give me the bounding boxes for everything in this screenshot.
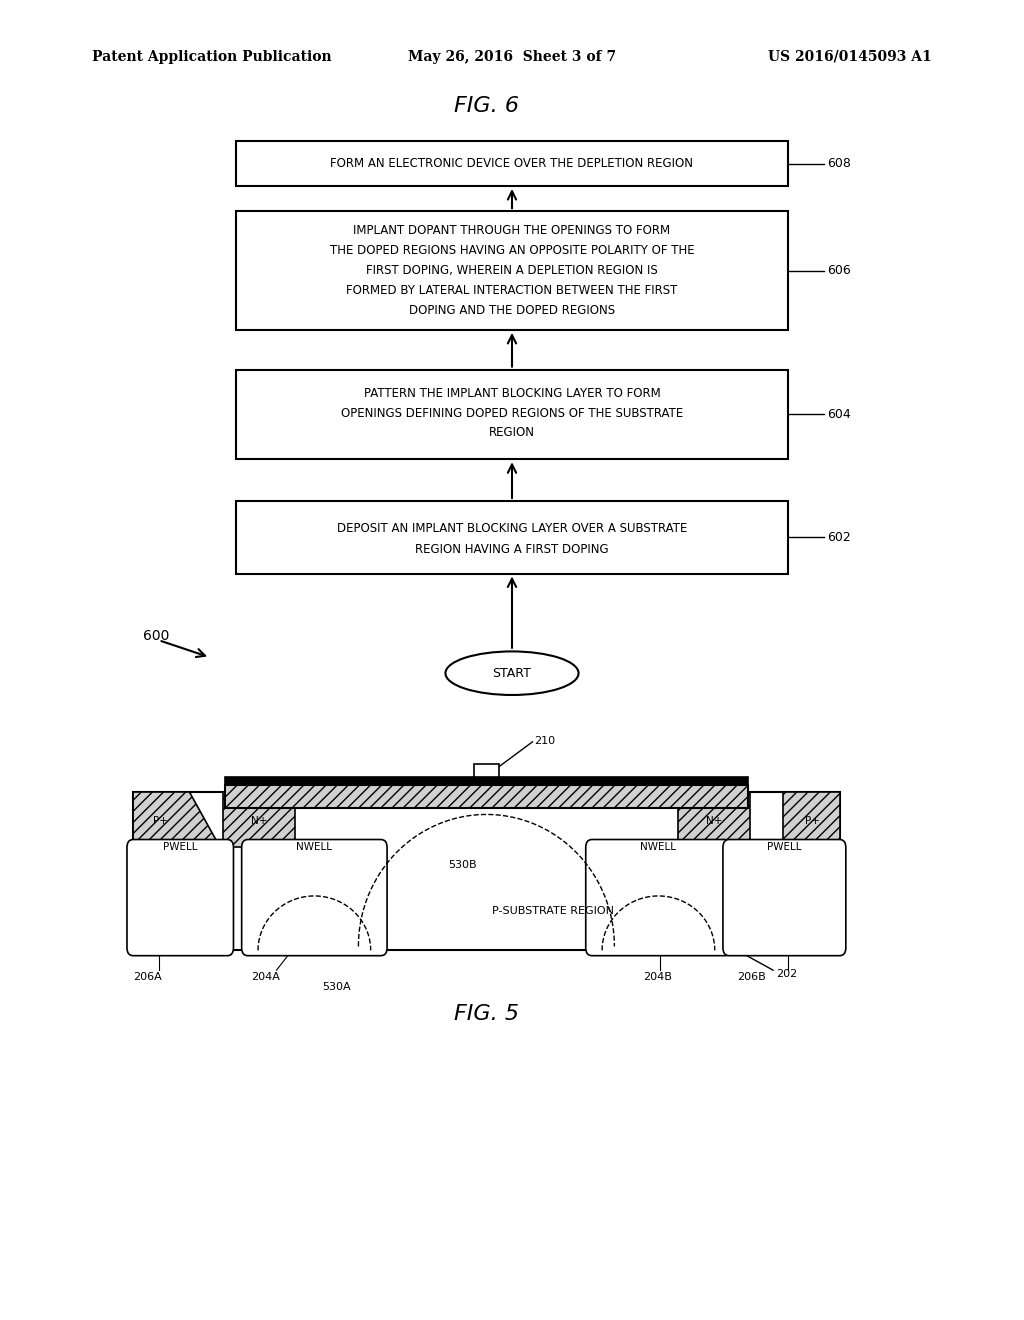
Text: 600: 600 bbox=[143, 630, 170, 643]
Ellipse shape bbox=[445, 652, 579, 694]
Text: REGION HAVING A FIRST DOPING: REGION HAVING A FIRST DOPING bbox=[415, 543, 609, 556]
Text: FIG. 5: FIG. 5 bbox=[454, 1003, 519, 1024]
FancyBboxPatch shape bbox=[236, 500, 788, 573]
Bar bbox=[133, 792, 840, 950]
FancyBboxPatch shape bbox=[236, 370, 788, 459]
Text: 206A: 206A bbox=[133, 972, 162, 982]
Text: May 26, 2016  Sheet 3 of 7: May 26, 2016 Sheet 3 of 7 bbox=[408, 50, 616, 63]
FancyBboxPatch shape bbox=[723, 840, 846, 956]
Text: FORMED BY LATERAL INTERACTION BETWEEN THE FIRST: FORMED BY LATERAL INTERACTION BETWEEN TH… bbox=[346, 284, 678, 297]
Bar bbox=[474, 764, 499, 777]
Text: 604: 604 bbox=[827, 408, 851, 421]
Text: 608: 608 bbox=[827, 157, 851, 170]
Text: DOPING AND THE DOPED REGIONS: DOPING AND THE DOPED REGIONS bbox=[409, 304, 615, 317]
Text: FORM AN ELECTRONIC DEVICE OVER THE DEPLETION REGION: FORM AN ELECTRONIC DEVICE OVER THE DEPLE… bbox=[331, 157, 693, 170]
Text: IMPLANT DOPANT THROUGH THE OPENINGS TO FORM: IMPLANT DOPANT THROUGH THE OPENINGS TO F… bbox=[353, 224, 671, 238]
Text: 202: 202 bbox=[776, 969, 798, 979]
Text: 204B: 204B bbox=[643, 972, 672, 982]
Text: P+: P+ bbox=[805, 816, 819, 826]
Polygon shape bbox=[223, 792, 295, 847]
Text: NWELL: NWELL bbox=[640, 842, 677, 853]
Text: 204A: 204A bbox=[251, 972, 280, 982]
FancyBboxPatch shape bbox=[236, 211, 788, 330]
Text: 210: 210 bbox=[535, 735, 556, 746]
FancyBboxPatch shape bbox=[586, 840, 731, 956]
Text: 530A: 530A bbox=[323, 982, 351, 993]
Text: 606: 606 bbox=[827, 264, 851, 277]
Text: FIRST DOPING, WHEREIN A DEPLETION REGION IS: FIRST DOPING, WHEREIN A DEPLETION REGION… bbox=[367, 264, 657, 277]
Polygon shape bbox=[678, 792, 750, 847]
Bar bbox=[225, 777, 748, 785]
Bar bbox=[225, 785, 748, 808]
Polygon shape bbox=[783, 792, 840, 847]
Text: DEPOSIT AN IMPLANT BLOCKING LAYER OVER A SUBSTRATE: DEPOSIT AN IMPLANT BLOCKING LAYER OVER A… bbox=[337, 521, 687, 535]
Text: 206B: 206B bbox=[737, 972, 766, 982]
FancyBboxPatch shape bbox=[127, 840, 233, 956]
Text: P-SUBSTRATE REGION: P-SUBSTRATE REGION bbox=[492, 906, 613, 916]
Text: REGION: REGION bbox=[489, 426, 535, 440]
Text: N+: N+ bbox=[706, 816, 722, 826]
Text: 530B: 530B bbox=[449, 859, 477, 870]
Text: US 2016/0145093 A1: US 2016/0145093 A1 bbox=[768, 50, 932, 63]
Text: PWELL: PWELL bbox=[767, 842, 802, 853]
FancyBboxPatch shape bbox=[242, 840, 387, 956]
Text: PATTERN THE IMPLANT BLOCKING LAYER TO FORM: PATTERN THE IMPLANT BLOCKING LAYER TO FO… bbox=[364, 387, 660, 400]
Text: FIG. 6: FIG. 6 bbox=[454, 95, 519, 116]
Text: NWELL: NWELL bbox=[296, 842, 333, 853]
Text: Patent Application Publication: Patent Application Publication bbox=[92, 50, 332, 63]
Text: P+: P+ bbox=[154, 816, 168, 826]
FancyBboxPatch shape bbox=[236, 141, 788, 186]
Text: PWELL: PWELL bbox=[163, 842, 198, 853]
Text: THE DOPED REGIONS HAVING AN OPPOSITE POLARITY OF THE: THE DOPED REGIONS HAVING AN OPPOSITE POL… bbox=[330, 244, 694, 257]
Text: OPENINGS DEFINING DOPED REGIONS OF THE SUBSTRATE: OPENINGS DEFINING DOPED REGIONS OF THE S… bbox=[341, 407, 683, 420]
Text: N+: N+ bbox=[251, 816, 267, 826]
Text: 602: 602 bbox=[827, 531, 851, 544]
Text: START: START bbox=[493, 667, 531, 680]
Polygon shape bbox=[133, 792, 220, 847]
